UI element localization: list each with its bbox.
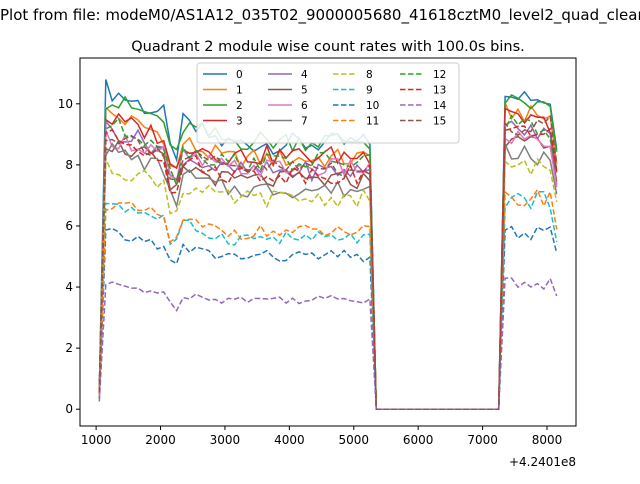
figure-suptitle: Plot from file: modeM0/AS1A12_035T02_900… [0, 6, 640, 24]
legend-label-12: 12 [433, 69, 446, 81]
legend-label-13: 13 [433, 85, 446, 97]
series-line-14 [98, 276, 558, 410]
legend-box [196, 62, 460, 144]
y-tick-label: 6 [65, 219, 73, 233]
x-tick-label: 1000 [81, 433, 112, 447]
legend-label-11: 11 [366, 116, 379, 128]
legend-label-7: 7 [301, 116, 308, 128]
series-line-8 [98, 157, 558, 410]
series-line-15 [98, 114, 558, 410]
legend-label-1: 1 [236, 85, 243, 97]
x-tick-label: 8000 [532, 433, 563, 447]
legend-label-8: 8 [366, 69, 373, 81]
series-line-10 [98, 225, 558, 410]
x-tick-label: 4000 [274, 433, 305, 447]
legend-label-15: 15 [433, 116, 446, 128]
x-offset-label: +4.2401e8 [509, 455, 576, 469]
series-layer [98, 79, 558, 410]
legend-label-2: 2 [236, 100, 243, 112]
legend-label-4: 4 [301, 69, 308, 81]
series-line-9 [98, 191, 558, 410]
legend-label-5: 5 [301, 85, 308, 97]
series-line-13 [98, 125, 558, 410]
series-line-5 [98, 135, 558, 410]
x-tick-label: 3000 [210, 433, 241, 447]
x-axis: 1000 2000 3000 4000 5000 6000 7000 8000 [81, 426, 562, 447]
legend-label-0: 0 [236, 69, 243, 81]
series-line-3 [98, 107, 558, 410]
x-tick-label: 7000 [467, 433, 498, 447]
y-tick-label: 0 [65, 402, 73, 416]
legend-label-3: 3 [236, 116, 243, 128]
chart-title: Quadrant 2 module wise count rates with … [131, 39, 525, 55]
series-line-7 [98, 142, 558, 410]
x-tick-label: 5000 [338, 433, 369, 447]
y-tick-label: 8 [65, 158, 73, 172]
x-tick-label: 2000 [145, 433, 176, 447]
legend-label-6: 6 [301, 100, 308, 112]
y-tick-label: 10 [58, 97, 73, 111]
x-tick-label: 6000 [403, 433, 434, 447]
axes-frame [79, 57, 577, 427]
y-axis: 0 2 4 6 8 10 [58, 97, 80, 416]
legend-label-9: 9 [366, 85, 373, 97]
y-tick-label: 4 [65, 280, 73, 294]
y-tick-label: 2 [65, 341, 73, 355]
legend-label-10: 10 [366, 100, 379, 112]
legend-label-14: 14 [433, 100, 447, 112]
